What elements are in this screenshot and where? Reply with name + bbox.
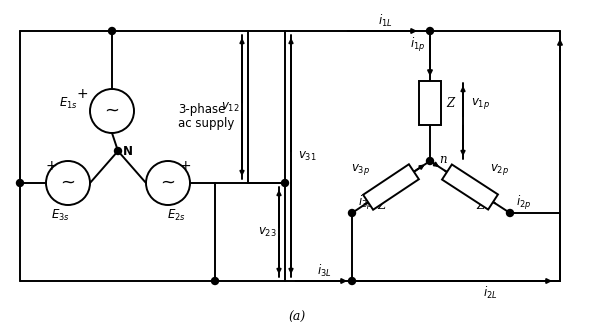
Circle shape xyxy=(506,210,513,216)
Text: $E_{2s}$: $E_{2s}$ xyxy=(167,208,186,222)
Text: $E_{3s}$: $E_{3s}$ xyxy=(51,208,70,222)
Text: +: + xyxy=(179,159,191,173)
Circle shape xyxy=(108,27,115,34)
Text: ac supply: ac supply xyxy=(178,117,234,129)
Text: Z: Z xyxy=(476,199,484,212)
Text: $i_{1L}$: $i_{1L}$ xyxy=(378,13,392,29)
Circle shape xyxy=(427,158,434,165)
Text: $i_{2p}$: $i_{2p}$ xyxy=(516,194,532,212)
Text: ~: ~ xyxy=(61,174,76,192)
Text: $E_{1s}$: $E_{1s}$ xyxy=(59,95,77,111)
Circle shape xyxy=(114,148,121,155)
Text: $v_{23}$: $v_{23}$ xyxy=(258,225,276,239)
Text: $v_{3p}$: $v_{3p}$ xyxy=(352,162,371,176)
Text: $i_{2L}$: $i_{2L}$ xyxy=(483,285,497,301)
Text: (a): (a) xyxy=(289,310,306,323)
Circle shape xyxy=(211,277,218,285)
Text: n: n xyxy=(439,153,447,166)
Text: $v_{1p}$: $v_{1p}$ xyxy=(471,96,490,111)
Text: +: + xyxy=(45,159,57,173)
Text: Z: Z xyxy=(377,199,385,212)
Circle shape xyxy=(281,179,289,186)
Polygon shape xyxy=(442,165,498,210)
Text: $v_{12}$: $v_{12}$ xyxy=(221,100,239,114)
Polygon shape xyxy=(419,81,441,125)
Text: ~: ~ xyxy=(105,102,120,120)
Text: $v_{31}$: $v_{31}$ xyxy=(298,150,317,163)
Circle shape xyxy=(349,210,355,216)
Text: $i_{3L}$: $i_{3L}$ xyxy=(317,263,331,279)
Circle shape xyxy=(17,179,23,186)
Text: $v_{2p}$: $v_{2p}$ xyxy=(490,162,509,176)
Circle shape xyxy=(427,27,434,34)
Text: Z: Z xyxy=(446,97,454,110)
Text: N: N xyxy=(123,145,133,158)
Text: 3-phase: 3-phase xyxy=(178,103,226,116)
Text: $i_{1p}$: $i_{1p}$ xyxy=(411,36,425,54)
Polygon shape xyxy=(363,164,419,210)
Text: +: + xyxy=(76,87,88,101)
Text: ~: ~ xyxy=(161,174,176,192)
Circle shape xyxy=(349,277,355,285)
Text: $i_{3p}$: $i_{3p}$ xyxy=(358,194,374,212)
